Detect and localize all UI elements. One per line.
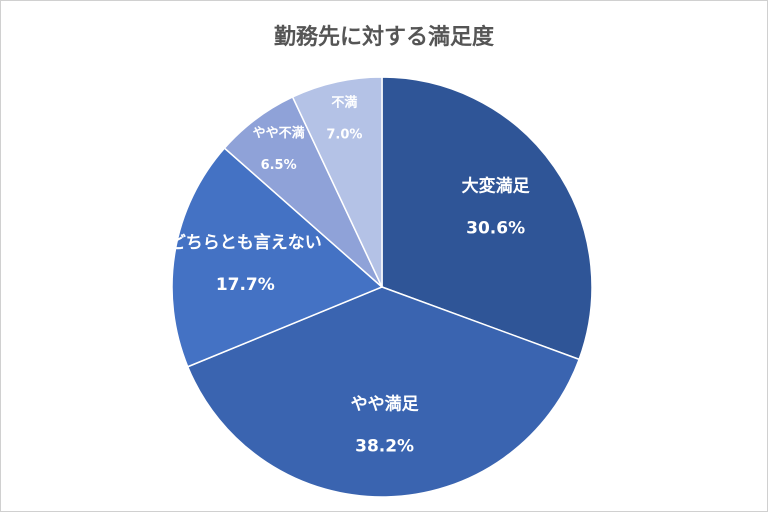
data-label-name: やや満足 xyxy=(351,394,419,415)
pie-slice xyxy=(186,286,581,498)
chart-title: 勤務先に対する満足度 xyxy=(274,24,495,50)
data-label-value: 6.5% xyxy=(261,158,297,173)
pie-slice xyxy=(171,147,384,368)
data-label-value: 30.6% xyxy=(466,219,525,239)
data-label-value: 17.7% xyxy=(216,275,275,295)
data-label-name: 不満 xyxy=(331,94,357,110)
data-label-name: どちらとも言えない xyxy=(169,232,322,253)
data-label-name: やや不満 xyxy=(253,125,305,141)
data-label-value: 38.2% xyxy=(355,437,414,457)
data-label-value: 7.0% xyxy=(326,127,362,142)
data-label-name: 大変満足 xyxy=(462,176,530,197)
pie-slice xyxy=(291,76,383,288)
pie-slice xyxy=(381,76,593,361)
